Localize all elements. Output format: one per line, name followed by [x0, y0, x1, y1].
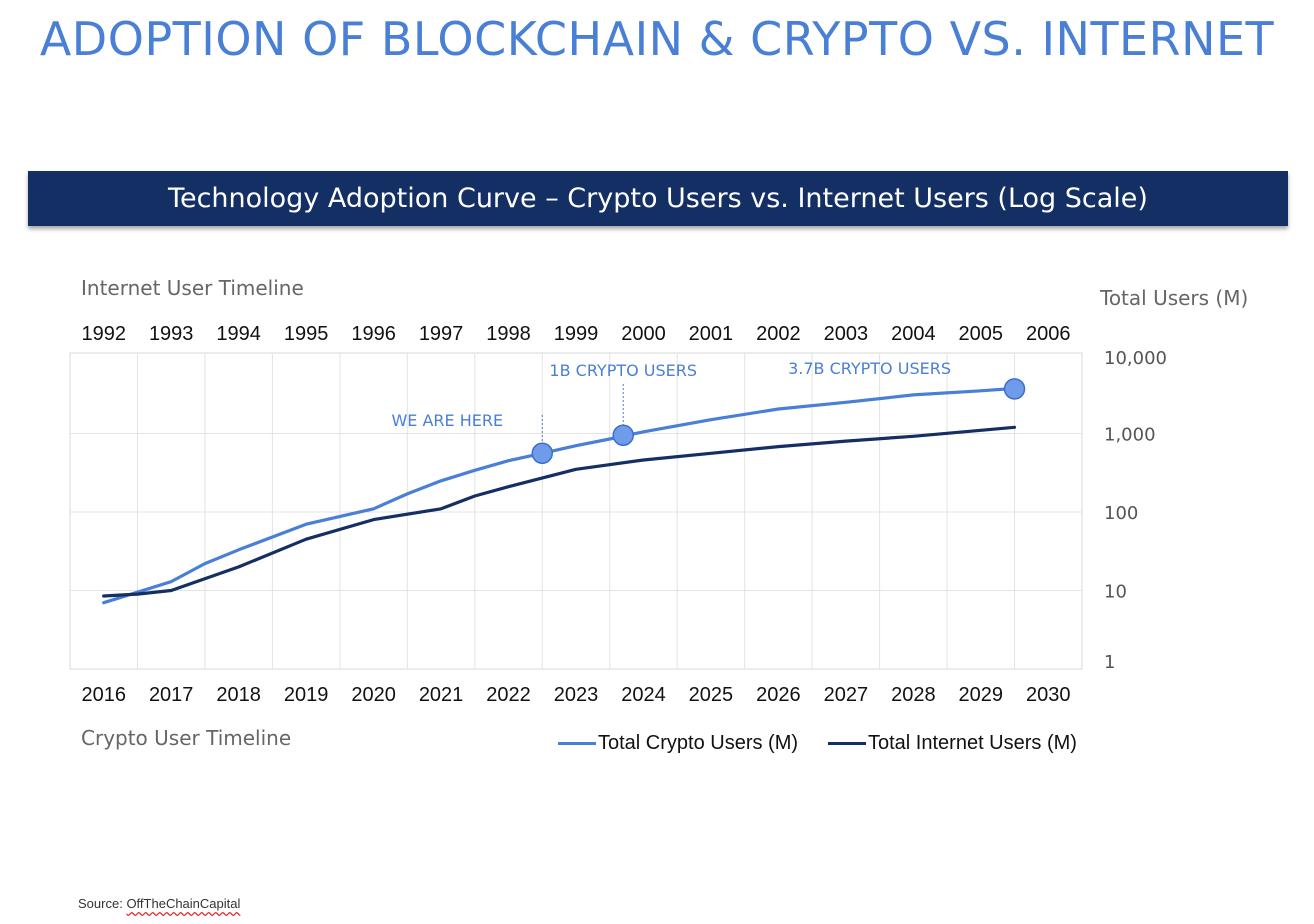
- x-tick-label: 2018: [216, 684, 261, 706]
- source-label: Source:: [78, 896, 123, 911]
- top-x-tick-label: 1994: [216, 323, 261, 345]
- top-x-tick-label: 1997: [419, 323, 464, 345]
- x-tick-label: 2023: [554, 684, 599, 706]
- series-line-internet: [102, 425, 1017, 598]
- x-tick-label: 2028: [891, 684, 936, 706]
- page-title: ADOPTION OF BLOCKCHAIN & CRYPTO VS. INTE…: [39, 12, 1275, 66]
- series-line-crypto: [102, 386, 1017, 605]
- top-x-tick-label: 1993: [149, 323, 194, 345]
- x-tick-label: 2024: [621, 684, 666, 706]
- annotation-label: 3.7B CRYPTO USERS: [788, 359, 951, 378]
- x-tick-label: 2016: [81, 684, 126, 706]
- x-tick-label: 2021: [419, 684, 464, 706]
- legend-swatch-internet: [828, 742, 866, 745]
- annotation-label: 1B CRYPTO USERS: [549, 361, 697, 380]
- legend-swatch-crypto: [558, 742, 596, 745]
- legend-item-internet: Total Internet Users (M): [828, 732, 1077, 755]
- y-tick-label: 1: [1104, 652, 1115, 673]
- top-x-tick-label: 2001: [689, 323, 734, 345]
- top-x-tick-label: 2005: [959, 323, 1004, 345]
- y-tick-label: 1,000: [1104, 425, 1156, 446]
- x-tick-label: 2029: [959, 684, 1004, 706]
- top-x-tick-label: 1998: [486, 323, 531, 345]
- top-axis-title: Internet User Timeline: [81, 276, 304, 300]
- top-x-tick-label: 2002: [756, 323, 801, 345]
- y-tick-label: 10: [1104, 582, 1127, 603]
- legend-item-crypto: Total Crypto Users (M): [558, 732, 798, 755]
- data-point-marker: [612, 424, 634, 446]
- x-tick-label: 2019: [284, 684, 329, 706]
- top-x-tick-label: 2000: [621, 323, 666, 345]
- x-tick-label: 2030: [1026, 684, 1071, 706]
- source-note: Source: OffTheChainCapital: [78, 896, 240, 911]
- top-x-tick-label: 1999: [554, 323, 599, 345]
- annotation-label: WE ARE HERE: [391, 411, 503, 430]
- top-x-tick-label: 2004: [891, 323, 936, 345]
- top-x-tick-label: 1992: [81, 323, 126, 345]
- y-axis-title: Total Users (M): [1100, 286, 1249, 310]
- top-x-tick-label: 2003: [824, 323, 869, 345]
- source-name: OffTheChainCapital: [126, 896, 241, 911]
- x-tick-label: 2026: [756, 684, 801, 706]
- y-tick-label: 100: [1104, 503, 1138, 524]
- data-point-marker: [1003, 378, 1026, 400]
- top-x-tick-label: 2006: [1026, 323, 1071, 345]
- x-tick-label: 2017: [149, 684, 194, 706]
- legend-label-internet: Total Internet Users (M): [868, 732, 1077, 754]
- chart-banner: Technology Adoption Curve – Crypto Users…: [28, 171, 1288, 226]
- bottom-axis-title: Crypto User Timeline: [81, 726, 292, 750]
- top-x-tick-label: 1996: [351, 323, 396, 345]
- legend-label-crypto: Total Crypto Users (M): [598, 732, 799, 754]
- data-point-marker: [531, 442, 554, 465]
- x-tick-label: 2022: [486, 684, 531, 706]
- x-tick-label: 2025: [689, 684, 734, 706]
- plot-area: [69, 352, 1083, 670]
- x-tick-label: 2027: [824, 684, 869, 706]
- banner-title: Technology Adoption Curve – Crypto Users…: [168, 183, 1148, 214]
- x-tick-label: 2020: [351, 684, 396, 706]
- y-tick-label: 10,000: [1104, 348, 1167, 369]
- top-x-tick-label: 1995: [284, 323, 329, 345]
